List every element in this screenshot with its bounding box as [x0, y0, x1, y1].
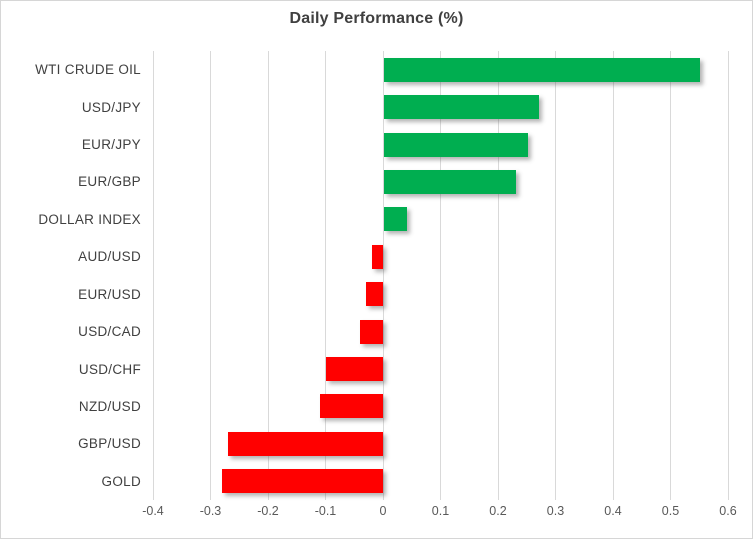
gridline	[497, 51, 499, 500]
category-label: EUR/GBP	[78, 174, 141, 190]
x-tick-label: 0.2	[489, 504, 507, 518]
x-tick-label: 0	[379, 504, 387, 518]
bar-eur-usd	[365, 282, 383, 307]
gridline	[267, 51, 269, 500]
x-tick-label: -0.2	[257, 504, 279, 518]
category-label: GBP/USD	[78, 436, 141, 452]
category-label: GOLD	[101, 473, 141, 489]
x-tick-label: -0.1	[314, 504, 337, 518]
gridline	[727, 51, 729, 500]
category-label: EUR/USD	[78, 286, 141, 302]
bar-wti-crude-oil	[384, 57, 701, 82]
x-tick-label: 0.5	[661, 504, 680, 518]
category-label: EUR/JPY	[81, 137, 141, 153]
gridline	[382, 51, 384, 500]
category-label: WTI CRUDE OIL	[35, 62, 141, 78]
bar-usd-cad	[360, 319, 383, 344]
bar-dollar-index	[384, 207, 407, 232]
bar-usd-chf	[325, 357, 383, 382]
category-label: AUD/USD	[78, 249, 141, 265]
category-label: NZD/USD	[78, 398, 141, 414]
bar-eur-gbp	[384, 169, 517, 194]
category-label: USD/JPY	[81, 99, 141, 115]
category-label: USD/CAD	[78, 324, 141, 340]
x-tick-label: -0.4	[142, 504, 164, 518]
gridline	[440, 51, 441, 500]
x-tick-label: -0.3	[199, 504, 222, 518]
chart-title: Daily Performance (%)	[289, 10, 464, 27]
bar-gbp-usd	[227, 431, 383, 456]
x-tick-label: 0.1	[431, 504, 450, 518]
category-label: USD/CHF	[78, 361, 141, 377]
x-tick-label: 0.4	[604, 504, 622, 518]
bar-usd-jpy	[384, 95, 540, 120]
gridline	[325, 51, 326, 500]
bar-gold	[222, 469, 383, 494]
x-tick-label: 0.6	[719, 504, 737, 518]
category-label: DOLLAR INDEX	[38, 211, 141, 227]
gridline	[210, 51, 211, 500]
gridline	[670, 51, 671, 500]
gridline	[612, 51, 614, 500]
bar-eur-jpy	[384, 132, 528, 157]
bar-nzd-usd	[319, 394, 383, 419]
bar-aud-usd	[371, 244, 383, 269]
gridline	[152, 51, 154, 500]
x-tick-label: 0.3	[546, 504, 565, 518]
gridline	[555, 51, 556, 500]
